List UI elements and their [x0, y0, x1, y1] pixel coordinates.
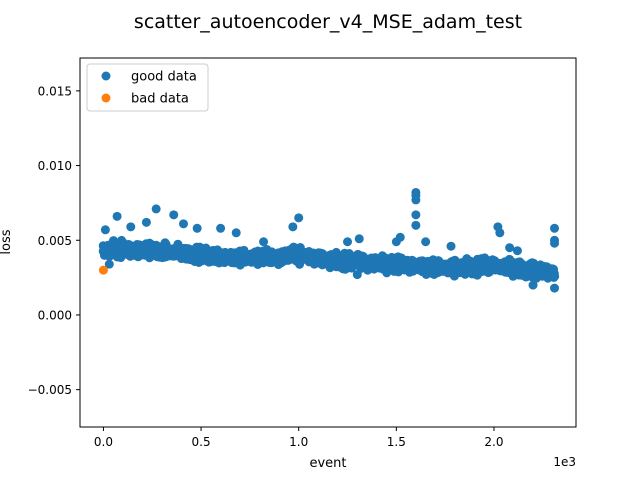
x-tick-label: 1.5 [387, 435, 406, 449]
data-point [288, 222, 298, 232]
legend: good data bad data [86, 63, 209, 112]
data-point [169, 210, 179, 220]
data-point [259, 237, 269, 247]
data-point [151, 204, 161, 214]
x-axis-label: event [309, 456, 346, 471]
data-point [411, 220, 421, 230]
data-point [528, 280, 538, 290]
data-point [104, 259, 114, 269]
y-tick-label: 0.000 [38, 308, 72, 322]
data-point [216, 223, 226, 233]
data-point [550, 271, 560, 281]
data-point [395, 232, 405, 242]
data-point [550, 283, 560, 293]
x-tick-label: 0.0 [94, 435, 113, 449]
legend-marker-bad-data [101, 93, 111, 103]
data-point [98, 265, 108, 275]
data-point [512, 246, 522, 256]
x-tick-label: 1.0 [289, 435, 308, 449]
data-point [294, 213, 304, 223]
data-point [141, 217, 151, 227]
series-good-data [98, 187, 560, 293]
chart-title: scatter_autoencoder_v4_MSE_adam_test [134, 11, 522, 33]
data-point [126, 222, 136, 232]
x-tick-label: 0.5 [192, 435, 211, 449]
data-point [354, 234, 364, 244]
legend-marker-good-data [101, 71, 111, 81]
y-axis-label: loss [0, 229, 14, 254]
data-point [411, 210, 421, 220]
series-bad-data [98, 265, 108, 275]
plot-frame [79, 57, 577, 428]
data-point [495, 228, 505, 238]
y-tick-label: 0.010 [38, 159, 72, 173]
legend-label-bad-data: bad data [131, 92, 189, 107]
data-point [343, 237, 353, 247]
data-point [505, 243, 515, 253]
data-point [100, 225, 110, 235]
data-point [231, 228, 241, 238]
y-tick-label: −0.005 [28, 383, 72, 397]
legend-label-good-data: good data [131, 70, 197, 85]
axes-layer: 0.0 0.5 1.0 1.5 2.0 −0.005 0.000 0.005 0.010 0.01… [28, 84, 504, 449]
data-point [352, 270, 362, 280]
data-point [192, 223, 202, 233]
legend-box [86, 63, 209, 112]
y-tick-label: 0.005 [38, 234, 72, 248]
data-point [550, 238, 560, 248]
x-offset-text: 1e3 [553, 455, 576, 469]
y-tick-label: 0.015 [38, 84, 72, 98]
data-point [178, 219, 188, 229]
data-point [411, 187, 421, 197]
data-point [112, 211, 122, 221]
data-point [446, 241, 456, 251]
data-point [411, 195, 421, 205]
data-point [421, 237, 431, 247]
data-point [550, 223, 560, 233]
x-tick-label: 2.0 [484, 435, 503, 449]
points-layer [98, 187, 560, 293]
